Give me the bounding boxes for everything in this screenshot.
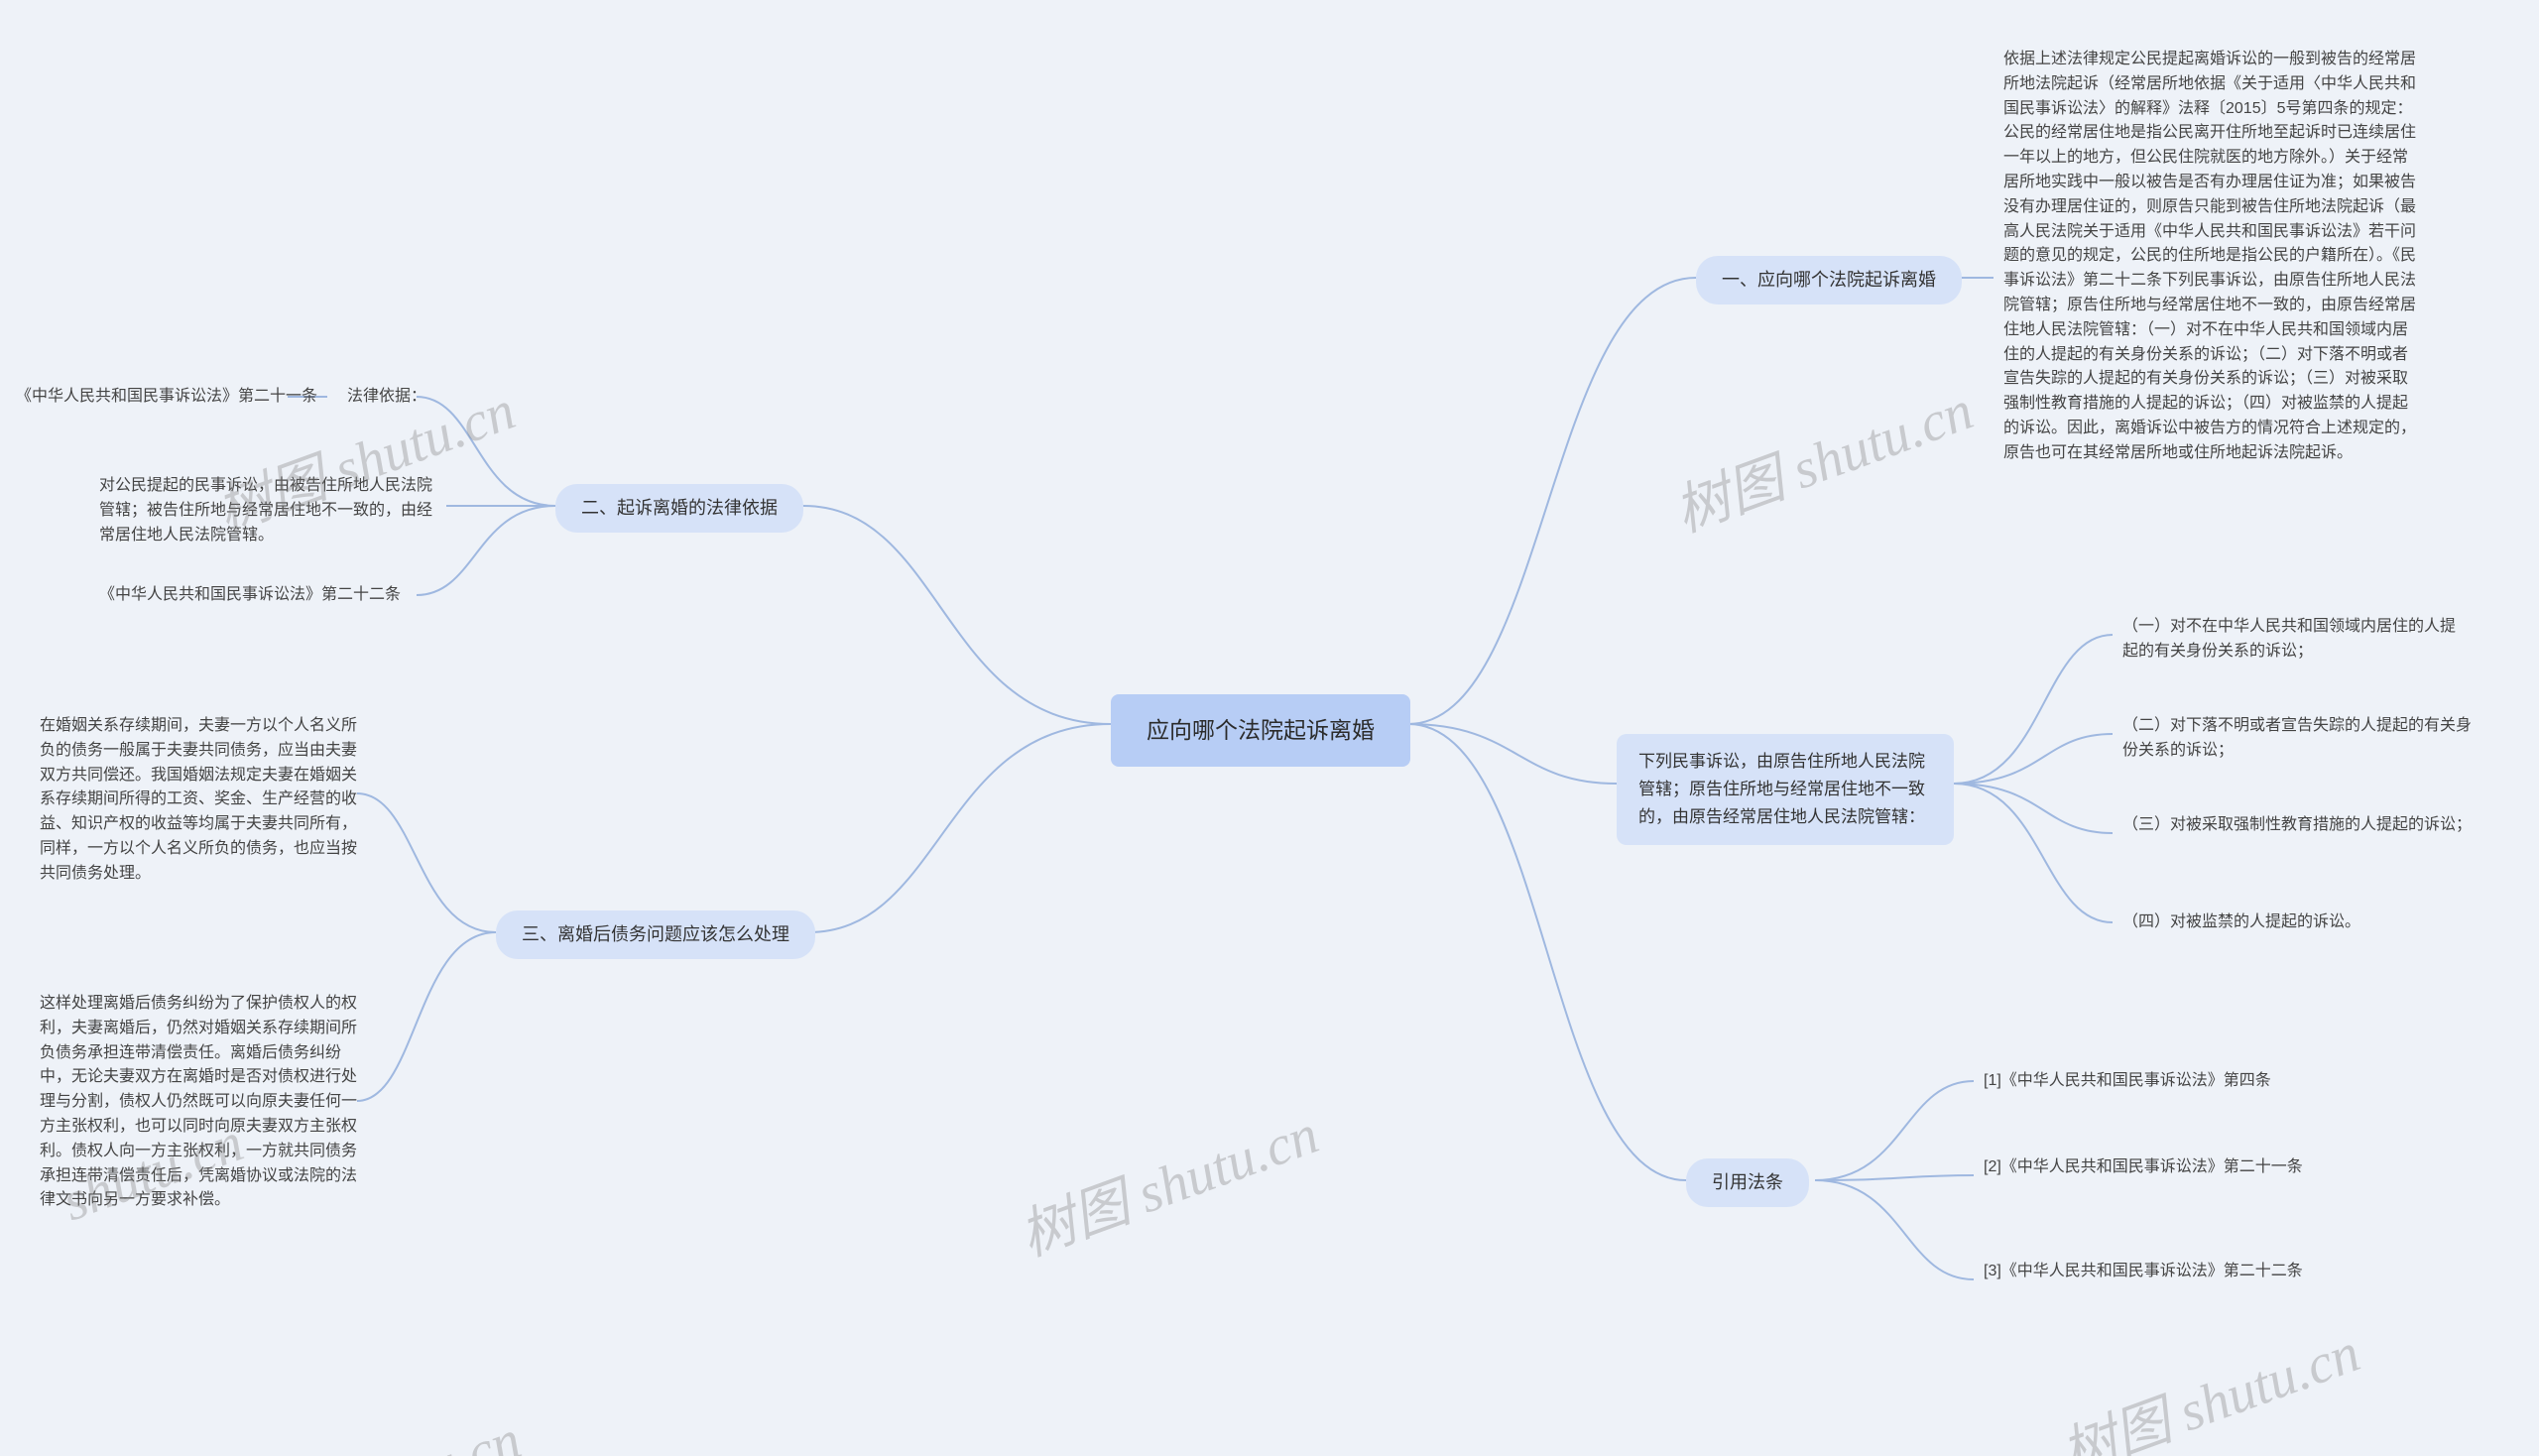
leaf-l1a1: 《中华人民共和国民事诉讼法》第二十一条 (10, 385, 317, 410)
branch-r3[interactable]: 引用法条 (1686, 1158, 1809, 1207)
leaf-l1c: 《中华人民共和国民事诉讼法》第二十二条 (99, 583, 417, 608)
branch-r2[interactable]: 下列民事诉讼，由原告住所地人民法院管辖；原告住所地与经常居住地不一致的，由原告经… (1617, 734, 1954, 845)
branch-l1[interactable]: 二、起诉离婚的法律依据 (555, 484, 803, 533)
leaf-r3b: [2]《中华人民共和国民事诉讼法》第二十一条 (1984, 1155, 2351, 1180)
branch-r1[interactable]: 一、应向哪个法院起诉离婚 (1696, 256, 1962, 304)
leaf-l2b: 这样处理离婚后债务纠纷为了保护债权人的权利，夫妻离婚后，仍然对婚姻关系存续期间所… (40, 992, 367, 1213)
leaf-l1a-label: 法律依据： (327, 385, 426, 410)
root-node[interactable]: 应向哪个法院起诉离婚 (1111, 694, 1410, 767)
leaf-r3c: [3]《中华人民共和国民事诉讼法》第二十二条 (1984, 1260, 2351, 1284)
leaf-r2b: （二）对下落不明或者宣告失踪的人提起的有关身份关系的诉讼； (2122, 714, 2479, 764)
leaf-r1a: 依据上述法律规定公民提起离婚诉讼的一般到被告的经常居所地法院起诉（经常居所地依据… (2003, 48, 2420, 466)
leaf-l2a: 在婚姻关系存续期间，夫妻一方以个人名义所负的债务一般属于夫妻共同债务，应当由夫妻… (40, 714, 367, 887)
leaf-r3a: [1]《中华人民共和国民事诉讼法》第四条 (1984, 1069, 2351, 1094)
branch-l2[interactable]: 三、离婚后债务问题应该怎么处理 (496, 910, 815, 959)
leaf-r2c: （三）对被采取强制性教育措施的人提起的诉讼； (2122, 813, 2479, 838)
leaf-l1b: 对公民提起的民事诉讼，由被告住所地人民法院管辖；被告住所地与经常居住地不一致的，… (99, 474, 446, 547)
leaf-r2a: （一）对不在中华人民共和国领域内居住的人提起的有关身份关系的诉讼； (2122, 615, 2460, 665)
leaf-r2d: （四）对被监禁的人提起的诉讼。 (2122, 910, 2479, 935)
